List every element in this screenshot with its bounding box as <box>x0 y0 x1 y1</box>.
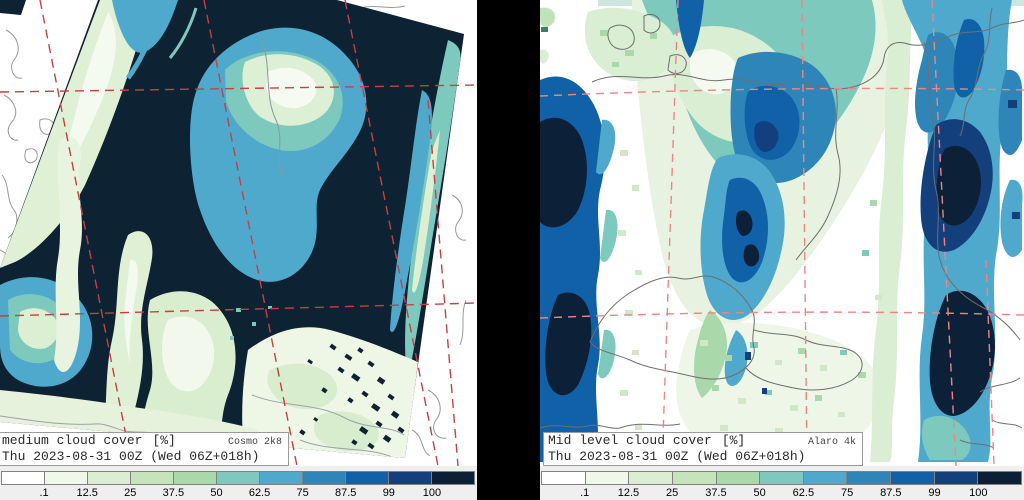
colorbar-segment <box>345 471 389 485</box>
colorbar-tick: 12.5 <box>76 487 98 499</box>
colorbar-segment <box>671 471 717 485</box>
cosmo-colorbar-ticks: .1 12.5 25 37.5 50 62.5 75 87.5 99 100 <box>1 487 475 500</box>
colorbar-tick: 99 <box>382 487 395 499</box>
cosmo-legend-strip: .1 12.5 25 37.5 50 62.5 75 87.5 99 100 <box>0 466 477 500</box>
alaro-colorbar <box>541 471 1023 485</box>
colorbar-segment <box>933 471 979 485</box>
colorbar-segment <box>173 471 217 485</box>
alaro-legend-strip: .1 12.5 25 37.5 50 62.5 75 87.5 99 100 <box>540 466 1024 500</box>
colorbar-segment <box>388 471 432 485</box>
colorbar-tick: 99 <box>928 487 941 499</box>
alaro-map <box>540 0 1024 466</box>
colorbar-segment <box>216 471 260 485</box>
map-title: Mid level cloud cover <box>548 433 712 448</box>
alaro-label-box: Mid level cloud cover [%] Alaro 4k Thu 2… <box>543 432 863 466</box>
colorbar-segment <box>584 471 630 485</box>
colorbar-tick: 12.5 <box>617 487 640 499</box>
colorbar-segment <box>541 471 586 485</box>
colorbar-segment <box>1 471 45 485</box>
corner-greens <box>540 7 556 64</box>
colorbar-tick: .1 <box>580 487 590 499</box>
colorbar-segment <box>87 471 131 485</box>
colorbar-tick: 87.5 <box>335 487 357 499</box>
alaro-map-svg <box>540 0 1024 466</box>
colorbar-tick: 37.5 <box>705 487 727 499</box>
colorbar-tick: 87.5 <box>880 487 902 499</box>
colorbar-segment <box>977 471 1023 485</box>
colorbar-segment <box>890 471 935 485</box>
model-name: Cosmo 2k8 <box>227 437 282 448</box>
map-units: [%] <box>721 433 746 448</box>
valid-time: Thu 2023-08-31 00Z (Wed 06Z+018h) <box>2 449 260 464</box>
colorbar-tick: 100 <box>422 487 442 499</box>
colorbar-segment <box>802 471 848 485</box>
colorbar-segment <box>846 471 892 485</box>
green-speckles-left <box>618 150 642 430</box>
colorbar-segment <box>715 471 761 485</box>
colorbar-tick: 62.5 <box>248 487 271 499</box>
colorbar-segment <box>302 471 346 485</box>
graticule <box>540 0 1024 466</box>
cosmo-label-box: medium cloud cover [%] Cosmo 2k8 Thu 202… <box>0 432 289 466</box>
teal-flecks <box>230 306 272 340</box>
cosmo-domain <box>0 0 464 458</box>
graticule <box>0 0 477 466</box>
colorbar-segment <box>628 471 673 485</box>
colorbar-segment <box>759 471 804 485</box>
country-borders <box>540 7 1024 449</box>
colorbar-tick: 25 <box>124 487 137 499</box>
colorbar-tick: 100 <box>969 487 988 499</box>
alaro-colorbar-ticks: .1 12.5 25 37.5 50 62.5 75 87.5 99 100 <box>541 487 1022 500</box>
model-name: Alaro 4k <box>807 437 856 448</box>
colorbar-tick: 50 <box>753 487 766 499</box>
panel-cosmo: medium cloud cover [%] Cosmo 2k8 Thu 202… <box>0 0 477 500</box>
colorbar-tick: 75 <box>840 487 854 499</box>
colorbar-segment <box>431 471 475 485</box>
colorbar-tick: .1 <box>39 487 49 499</box>
colorbar-tick: 62.5 <box>792 487 815 499</box>
cosmo-map-svg <box>0 0 477 466</box>
colorbar-tick: 75 <box>296 487 309 499</box>
colorbar-segment <box>44 471 88 485</box>
colorbar-segment <box>259 471 303 485</box>
map-title: medium cloud cover <box>2 433 143 448</box>
colorbar-tick: 50 <box>210 487 223 499</box>
cosmo-map <box>0 0 477 466</box>
frame-corner <box>0 0 26 15</box>
colorbar-tick: 37.5 <box>162 487 185 499</box>
cumulus-speckles <box>299 343 405 450</box>
colorbar-tick: 25 <box>666 487 679 499</box>
colorbar-segment <box>130 471 174 485</box>
panel-alaro: Mid level cloud cover [%] Alaro 4k Thu 2… <box>540 0 1024 500</box>
cosmo-colorbar <box>1 471 475 485</box>
borders-outside-right <box>411 194 467 457</box>
map-units: [%] <box>152 433 176 448</box>
valid-time: Thu 2023-08-31 00Z (Wed 06Z+018h) <box>548 449 806 464</box>
